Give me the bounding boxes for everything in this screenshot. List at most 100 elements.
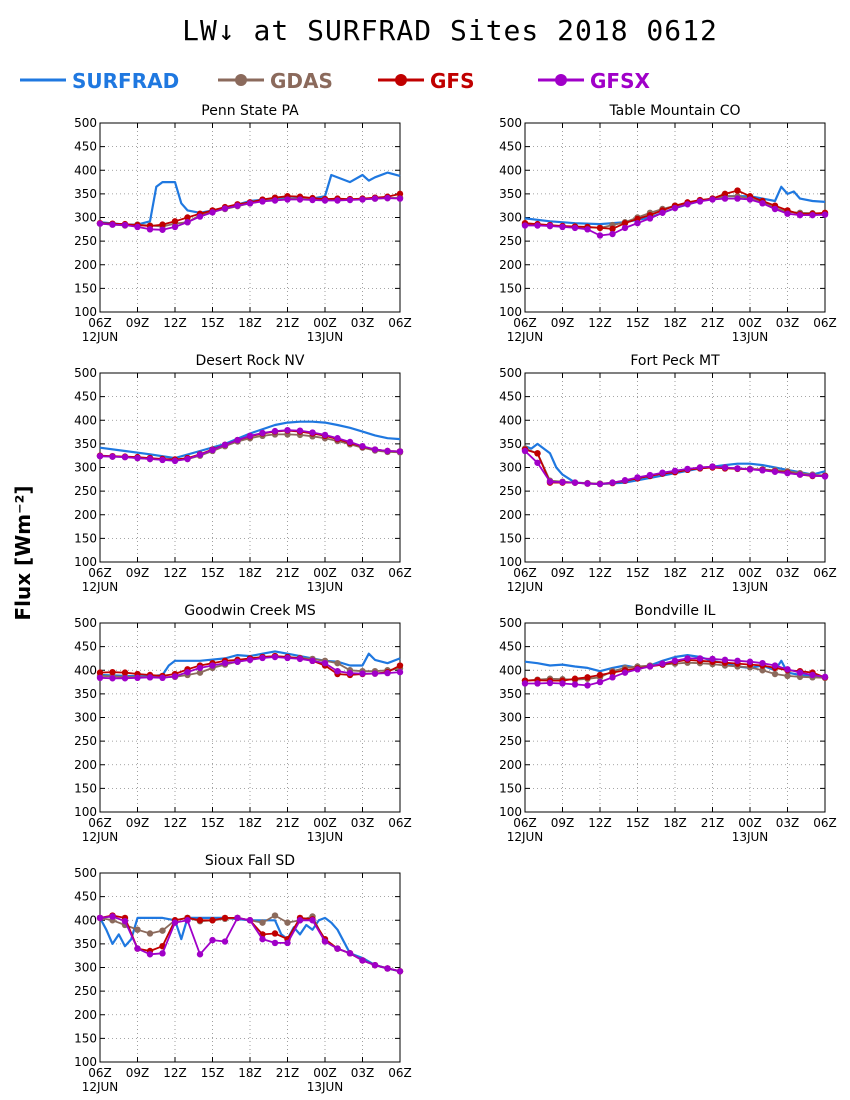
y-tick-label: 250 [74, 734, 97, 748]
x-tick-label: 03Z [351, 566, 375, 580]
chart-title: LW↓ at SURFRAD Sites 2018 0612 [182, 14, 718, 47]
y-tick-label: 100 [74, 805, 97, 819]
data-point-gfsx [396, 195, 404, 202]
y-tick-label: 350 [74, 437, 97, 451]
data-point-gfsx [384, 669, 391, 677]
x-tick-label: 03Z [351, 316, 375, 330]
legend-marker-gfsx [555, 74, 567, 86]
data-point-gfsx [521, 680, 529, 687]
data-point-gfsx [321, 431, 329, 439]
chart-panels: Penn State PA 100 150 200 250 300 350 400 450 500… [74, 103, 837, 1094]
data-point-gfsx [309, 657, 316, 664]
data-point-gfsx [171, 223, 179, 231]
data-point-gfsx [796, 669, 804, 676]
data-point-gfsx [709, 655, 716, 663]
y-tick-label: 450 [74, 890, 97, 904]
x-tick-label: 03Z [351, 816, 375, 830]
x-tick-label: 21Z [276, 316, 300, 330]
data-point-gfsx [234, 658, 241, 665]
data-point-gfsx [609, 230, 616, 238]
data-point-gfsx [559, 680, 566, 687]
legend-label-gfs: GFS [430, 69, 474, 93]
x-tick-label: 09Z [551, 316, 575, 330]
legend-label-surfrad: SURFRAD [72, 69, 179, 93]
data-point-gfsx [734, 195, 741, 202]
x-date-label: 13JUN [732, 830, 769, 844]
y-tick-label: 350 [499, 437, 522, 451]
y-tick-label: 400 [74, 663, 97, 677]
data-point-gfsx [346, 950, 354, 957]
data-point-gfsx [671, 467, 679, 475]
data-point-gfs [209, 917, 216, 924]
data-point-gfsx [396, 968, 404, 975]
y-tick-label: 200 [499, 258, 522, 272]
legend-marker-gdas [235, 74, 247, 86]
data-point-gfsx [534, 222, 541, 229]
data-point-gfsx [159, 674, 166, 682]
data-point-gfsx [371, 961, 379, 969]
data-point-gfs [171, 218, 179, 225]
data-point-gfsx [284, 196, 291, 203]
x-tick-label: 00Z [313, 566, 337, 580]
data-point-gfs [396, 662, 404, 669]
data-point-gfsx [596, 232, 604, 239]
y-tick-label: 500 [499, 616, 522, 630]
y-tick-label: 500 [499, 116, 522, 130]
legend-label-gfsx: GFSX [590, 69, 650, 93]
data-point-gfsx [821, 211, 829, 218]
data-point-gfsx [146, 455, 154, 463]
data-point-gfs [271, 930, 279, 937]
data-point-gfsx [296, 917, 304, 924]
y-tick-label: 250 [499, 234, 522, 248]
data-point-gfsx [284, 426, 291, 434]
data-point-gfsx [721, 656, 729, 664]
data-point-gdas [771, 670, 779, 678]
y-tick-label: 450 [74, 640, 97, 654]
x-tick-label: 06Z [813, 816, 837, 830]
x-date-label: 12JUN [507, 330, 544, 344]
data-point-gfsx [346, 669, 354, 677]
data-point-gfsx [121, 221, 129, 229]
y-tick-label: 200 [74, 258, 97, 272]
data-point-gdas [259, 919, 266, 926]
y-tick-label: 300 [499, 211, 522, 225]
data-point-gfsx [309, 917, 316, 924]
data-point-gfsx [559, 478, 566, 486]
y-tick-label: 150 [74, 1031, 97, 1045]
data-point-gdas [759, 667, 766, 674]
data-point-gfsx [384, 194, 391, 202]
data-point-gfsx [534, 680, 541, 687]
y-tick-label: 350 [74, 687, 97, 701]
data-point-gdas [284, 919, 291, 926]
x-tick-label: 12Z [588, 816, 612, 830]
x-tick-label: 09Z [126, 816, 150, 830]
data-point-gfsx [746, 658, 754, 665]
y-tick-label: 450 [74, 390, 97, 404]
data-point-gfsx [809, 472, 816, 479]
data-point-gfsx [159, 226, 166, 233]
series-line-gdas [99, 914, 401, 973]
data-point-gfsx [796, 471, 804, 478]
y-tick-label: 150 [499, 531, 522, 545]
data-point-gfsx [546, 478, 554, 485]
data-point-gfsx [234, 914, 241, 922]
data-point-gfs [596, 671, 604, 679]
data-point-gfsx [759, 467, 766, 474]
x-tick-label: 03Z [776, 316, 800, 330]
data-point-gfsx [671, 204, 679, 212]
data-point-gfs [184, 214, 191, 221]
data-point-gfsx [346, 438, 354, 446]
data-point-gfsx [371, 446, 379, 453]
y-tick-label: 100 [499, 805, 522, 819]
data-point-gfsx [271, 197, 279, 204]
data-point-gfs [221, 914, 229, 922]
x-tick-label: 06Z [513, 566, 537, 580]
y-tick-label: 250 [499, 484, 522, 498]
data-point-gfsx [296, 655, 304, 663]
data-point-gfsx [121, 917, 129, 925]
data-point-gfsx [246, 200, 254, 207]
y-tick-label: 400 [499, 663, 522, 677]
data-point-gfsx [296, 196, 304, 203]
data-point-gfsx [359, 670, 366, 677]
data-point-gfsx [784, 469, 791, 477]
